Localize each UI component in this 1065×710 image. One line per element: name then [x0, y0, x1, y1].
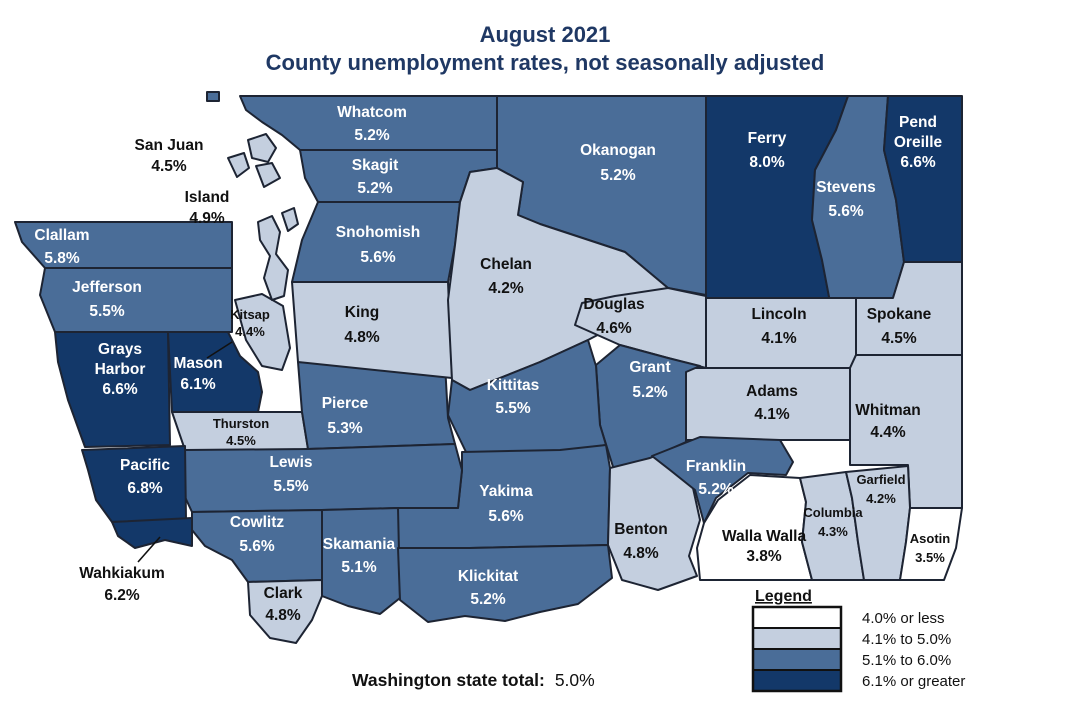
label-walla-walla: Walla Walla 3.8%: [722, 528, 807, 565]
wahkiakum-pointer-line: [137, 536, 161, 563]
label-ferry: Ferry 8.0%: [748, 130, 787, 171]
kitsap-pointer-line: [206, 341, 233, 359]
label-asotin: Asotin 3.5%: [910, 531, 951, 565]
county-asotin: [899, 507, 963, 581]
county-wahkiakum: [111, 517, 193, 549]
label-thurston: Thurston 4.5%: [213, 416, 269, 448]
label-san-juan: San Juan 4.5%: [135, 137, 204, 175]
label-whatcom: Whatcom 5.2%: [337, 104, 407, 144]
county-jefferson: [39, 267, 233, 333]
label-klickitat: Klickitat 5.2%: [458, 568, 518, 608]
label-clallam: Clallam 5.8%: [34, 227, 89, 267]
county-kitsap: [234, 293, 291, 371]
label-king: King 4.8%: [344, 304, 380, 346]
legend-label-2: 5.1% to 6.0%: [862, 652, 951, 669]
county-san-juan-island-2: [227, 152, 250, 178]
label-columbia: Columbia 4.3%: [803, 505, 863, 539]
label-stevens: Stevens 5.6%: [816, 179, 875, 220]
legend: Legend 4.0% or less 4.1% to 5.0% 5.1% to…: [751, 588, 965, 693]
label-skagit: Skagit 5.2%: [352, 157, 399, 197]
label-wahkiakum: Wahkiakum 6.2%: [79, 565, 165, 604]
county-island-whidbey: [257, 215, 289, 301]
label-cowlitz: Cowlitz 5.6%: [230, 514, 284, 555]
state-total: Washington state total: 5.0%: [352, 670, 595, 690]
label-chelan: Chelan 4.2%: [480, 256, 532, 297]
label-spokane: Spokane 4.5%: [867, 306, 932, 347]
label-clark: Clark 4.8%: [264, 585, 303, 624]
legend-label-3: 6.1% or greater: [862, 673, 965, 690]
label-douglas: Douglas 4.6%: [583, 296, 644, 337]
label-skamania: Skamania 5.1%: [323, 536, 396, 576]
label-whitman: Whitman 4.4%: [855, 402, 920, 441]
label-jefferson: Jefferson 5.5%: [72, 279, 142, 320]
label-snohomish: Snohomish 5.6%: [336, 224, 420, 266]
legend-swatch-1: [752, 627, 842, 650]
legend-swatch-0: [752, 606, 842, 629]
county-island-camano: [281, 207, 299, 232]
label-garfield: Garfield 4.2%: [856, 472, 905, 506]
label-kittitas: Kittitas 5.5%: [487, 377, 540, 417]
county-whatcom-point-roberts: [206, 91, 220, 102]
label-okanogan: Okanogan 5.2%: [580, 142, 656, 184]
county-snohomish: [291, 201, 461, 283]
county-lewis: [177, 443, 463, 513]
label-grant: Grant 5.2%: [629, 359, 670, 401]
legend-label-1: 4.1% to 5.0%: [862, 631, 951, 648]
label-lewis: Lewis 5.5%: [269, 454, 312, 495]
label-pierce: Pierce 5.3%: [322, 395, 369, 437]
label-franklin: Franklin 5.2%: [686, 458, 746, 498]
label-lincoln: Lincoln 4.1%: [751, 306, 806, 347]
county-san-juan-island-1: [247, 133, 277, 163]
label-pend-oreille: Pend Oreille 6.6%: [894, 114, 943, 171]
legend-label-0: 4.0% or less: [862, 610, 945, 627]
map-title-line2: County unemployment rates, not seasonall…: [266, 50, 825, 75]
state-total-label: Washington state total:: [352, 670, 545, 690]
label-mason: Mason 6.1%: [173, 355, 222, 393]
county-kittitas: [447, 339, 607, 453]
county-skamania: [321, 507, 401, 615]
label-yakima: Yakima 5.6%: [479, 483, 533, 525]
label-adams: Adams 4.1%: [746, 383, 798, 423]
label-island: Island 4.9%: [185, 189, 230, 227]
label-grays-harbor: Grays Harbor 6.6%: [95, 341, 146, 398]
county-klickitat: [397, 544, 613, 623]
state-total-value: 5.0%: [555, 670, 595, 690]
legend-box-outline: [751, 605, 843, 693]
county-adams: [685, 367, 851, 441]
label-pacific: Pacific 6.8%: [120, 457, 170, 497]
county-franklin: [651, 436, 794, 524]
county-san-juan-island-3: [255, 162, 281, 188]
map-title-line1: August 2021: [480, 22, 611, 47]
legend-title: Legend: [755, 588, 812, 605]
label-kitsap: Kitsap 4.4%: [230, 307, 270, 339]
legend-swatch-2: [752, 648, 842, 671]
label-benton: Benton 4.8%: [614, 521, 667, 562]
legend-swatch-3: [752, 669, 842, 692]
